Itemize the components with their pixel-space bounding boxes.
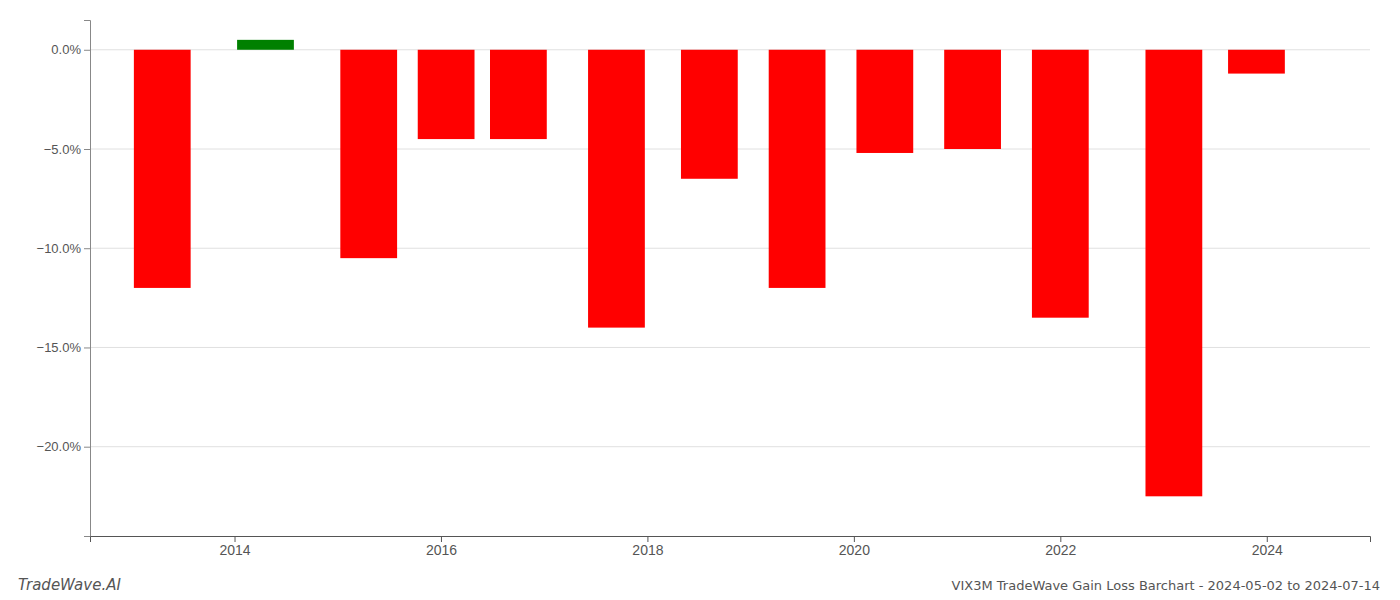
bar — [418, 50, 475, 139]
bar — [237, 40, 294, 50]
bar — [134, 50, 191, 288]
x-tick-label: 2022 — [1045, 542, 1076, 558]
x-axis: 2014 2016 2018 2020 2022 2024 — [91, 536, 1371, 558]
bar — [340, 50, 397, 258]
x-tick: 2016 — [426, 536, 457, 558]
y-tick: −20.0% — [37, 439, 90, 454]
x-tick: 2018 — [632, 536, 663, 558]
y-tick-label: −20.0% — [37, 439, 82, 454]
y-tick-label: −15.0% — [37, 340, 82, 355]
y-tick-label: −10.0% — [37, 241, 82, 256]
x-tick-label: 2020 — [839, 542, 870, 558]
y-axis: 0.0% −5.0% −10.0% −15.0% −20.0% — [37, 21, 91, 537]
bar — [856, 50, 913, 153]
y-tick-mark — [84, 447, 90, 448]
x-tick: 2022 — [1045, 536, 1076, 558]
y-tick-mark — [84, 347, 90, 348]
x-tick-label: 2024 — [1252, 542, 1283, 558]
x-tick: 2014 — [219, 536, 250, 558]
bars — [134, 40, 1285, 496]
bar — [681, 50, 738, 179]
x-axis-line — [91, 537, 1371, 543]
y-tick: 0.0% — [51, 42, 90, 57]
y-tick-mark — [84, 248, 90, 249]
bar — [944, 50, 1001, 149]
bar — [769, 50, 826, 288]
bar — [1145, 50, 1202, 497]
y-tick: −15.0% — [37, 340, 90, 355]
y-tick: −5.0% — [44, 142, 90, 157]
y-tick-label: 0.0% — [51, 42, 81, 57]
x-tick-label: 2016 — [426, 542, 457, 558]
y-tick: −10.0% — [37, 241, 90, 256]
y-axis-line — [84, 21, 91, 537]
x-tick: 2024 — [1252, 536, 1283, 558]
bar — [588, 50, 645, 328]
plot: 0.0%−5.0%−10.0%−15.0%−20.0%2014201620182… — [37, 21, 1371, 558]
x-tick: 2020 — [839, 536, 870, 558]
bar — [490, 50, 547, 139]
watermark: TradeWave.AI — [18, 576, 121, 594]
title: VIX3M TradeWave Gain Loss Barchart - 202… — [952, 578, 1380, 593]
y-tick-mark — [84, 149, 90, 150]
bar — [1032, 50, 1089, 318]
y-tick-label: −5.0% — [44, 142, 82, 157]
y-tick-mark — [84, 50, 90, 51]
bar — [1228, 50, 1285, 74]
x-tick-label: 2014 — [219, 542, 250, 558]
x-tick-label: 2018 — [632, 542, 663, 558]
chart: 0.0%−5.0%−10.0%−15.0%−20.0%2014201620182… — [0, 0, 1400, 600]
